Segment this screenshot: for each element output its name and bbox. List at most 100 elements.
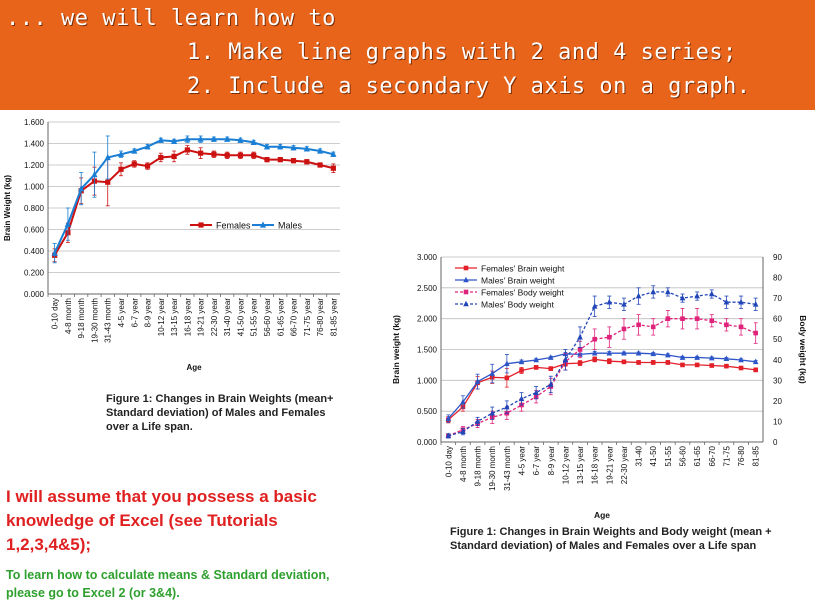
series-line	[53, 138, 334, 254]
data-point	[680, 316, 685, 321]
data-point	[724, 322, 729, 328]
x-tick-label: 31-43 month	[104, 298, 113, 343]
x-tick-label: 41-50	[649, 445, 658, 466]
y2-tick-label: 30	[773, 376, 782, 385]
data-point	[504, 360, 510, 366]
legend-marker	[259, 221, 267, 228]
data-point	[211, 151, 217, 157]
x-tick-label: 16-18 year	[183, 298, 192, 337]
legend-label: Females	[216, 221, 251, 231]
x-tick-label: 22-30 year	[620, 446, 629, 485]
excel-knowledge-note: I will assume that you possess a basic k…	[6, 487, 317, 554]
series-line	[448, 291, 756, 437]
data-point	[738, 365, 744, 371]
data-point	[665, 288, 671, 295]
data-point	[636, 322, 641, 328]
legend-marker	[463, 276, 469, 283]
data-point	[723, 355, 730, 362]
data-point	[519, 368, 524, 373]
data-point	[533, 365, 539, 370]
data-point	[460, 428, 466, 435]
x-tick-label: 0-10 day	[444, 446, 453, 477]
data-point	[548, 366, 554, 371]
data-point	[504, 403, 510, 410]
data-point	[547, 354, 554, 360]
y2-tick-label: 10	[773, 417, 782, 426]
data-point	[64, 220, 72, 227]
data-point	[635, 349, 642, 356]
y2-tick-label: 0	[773, 438, 778, 447]
x-tick-label: 0-10 day	[51, 298, 60, 329]
y-tick-label: 0.800	[24, 204, 45, 213]
data-point	[577, 333, 583, 340]
data-point	[290, 158, 297, 164]
data-point	[606, 298, 613, 305]
data-point	[445, 415, 452, 421]
data-point	[709, 318, 715, 324]
data-point	[78, 185, 85, 192]
x-tick-label: 16-18 year	[591, 446, 600, 485]
data-point	[709, 363, 715, 368]
data-point	[474, 418, 481, 424]
x-tick-label: 51-55	[664, 445, 673, 466]
data-point	[621, 359, 627, 365]
data-point	[118, 166, 124, 172]
data-point	[158, 154, 164, 161]
y2-tick-label: 40	[773, 356, 782, 365]
y-tick-label: 2.000	[417, 315, 438, 324]
data-point	[445, 432, 452, 439]
data-point	[753, 367, 758, 373]
x-tick-label: 4-5 year	[117, 298, 126, 328]
data-point	[592, 336, 597, 342]
data-point	[330, 150, 337, 157]
data-point	[665, 351, 671, 358]
series-line	[447, 358, 756, 421]
x-tick-label: 61-65 year	[276, 298, 285, 337]
data-point	[562, 356, 569, 363]
chart-brain-weight: 0.000 0.200 0.400 0.600 0.800 1.000 1.200 1.400…	[3, 118, 340, 372]
data-point	[290, 144, 297, 151]
x-tick-label: 71-75	[722, 445, 731, 466]
legend-marker	[463, 289, 469, 295]
y-tick-label: 0.500	[417, 407, 438, 416]
data-point	[577, 360, 583, 366]
data-point	[533, 389, 539, 395]
data-point	[237, 136, 244, 143]
x-tick-label: 10-12 year	[157, 298, 166, 337]
data-point	[679, 354, 686, 360]
data-point	[753, 330, 758, 336]
data-point	[264, 157, 270, 163]
banner-line-intro: ... we will learn how to	[6, 6, 336, 31]
data-point	[738, 298, 744, 305]
series-line	[447, 352, 756, 420]
data-point	[518, 395, 525, 402]
data-point	[708, 290, 715, 297]
data-point	[724, 363, 729, 369]
data-point	[723, 298, 730, 305]
chart2-caption: Figure 1: Changes in Brain Weights and B…	[450, 526, 772, 552]
y-tick-label: 1.000	[24, 183, 45, 192]
y2-tick-label: 80	[773, 274, 782, 283]
x-tick-label: 66-70 year	[290, 298, 299, 337]
legend-label: Males' Body weight	[481, 300, 555, 310]
series-2	[51, 135, 337, 264]
data-point	[304, 159, 310, 165]
data-point	[170, 137, 178, 144]
data-point	[224, 152, 230, 158]
y-tick-label: 2.500	[417, 284, 438, 293]
data-point	[489, 409, 496, 416]
y-axis-title: Brain weight (kg)	[391, 315, 401, 384]
y-tick-label: 3.000	[417, 253, 438, 262]
y-axis-title: Brain Weight (kg)	[3, 175, 12, 241]
x-tick-label: 61-65	[693, 445, 702, 466]
x-tick-label: 66-70	[708, 445, 717, 466]
data-point	[650, 360, 656, 365]
data-point	[105, 179, 111, 185]
y-tick-label: 0.600	[24, 226, 45, 235]
y2-tick-label: 70	[773, 294, 782, 303]
data-point	[752, 358, 759, 365]
x-tick-label: 51-55 year	[250, 298, 259, 337]
y2-tick-label: 20	[773, 397, 782, 406]
data-point	[144, 163, 151, 169]
data-point	[474, 378, 481, 384]
